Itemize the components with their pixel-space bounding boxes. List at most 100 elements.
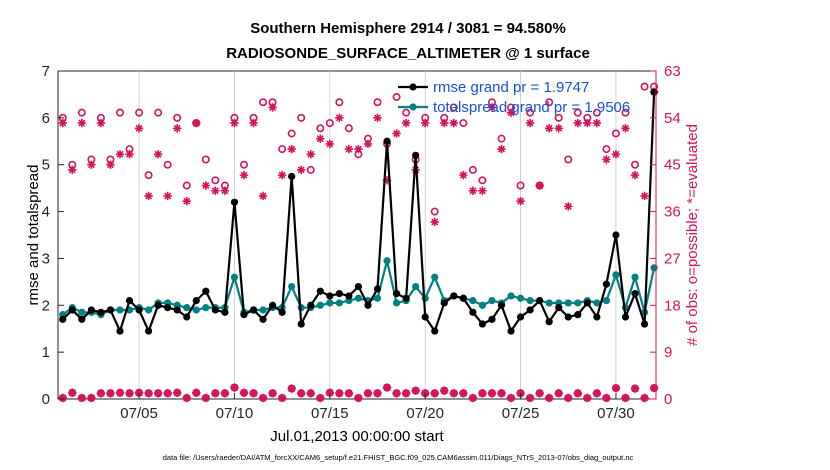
evaluated-obs-low-point bbox=[468, 393, 478, 403]
evaluated-obs-point bbox=[325, 139, 335, 149]
evaluated-obs-point bbox=[373, 113, 382, 123]
rmse-point bbox=[516, 313, 525, 321]
rmse-point bbox=[631, 289, 639, 298]
totalspread-point bbox=[469, 297, 477, 305]
evaluated-obs-low-point bbox=[497, 389, 506, 398]
evaluated-obs-low-point bbox=[144, 389, 153, 398]
evaluated-obs-low-point bbox=[220, 389, 230, 398]
possible-obs-point bbox=[335, 98, 344, 107]
evaluated-obs-low-point bbox=[592, 389, 602, 398]
rmse-point bbox=[87, 306, 95, 314]
rmse-point bbox=[459, 294, 467, 302]
legend-rmse-label: rmse grand pr = 1.9747 bbox=[433, 79, 589, 96]
rmse-point bbox=[297, 320, 305, 328]
evaluated-obs-low-point bbox=[163, 389, 172, 398]
evaluated-obs-point bbox=[525, 118, 535, 128]
evaluated-obs-point bbox=[459, 170, 468, 180]
legend-spread-label: totalspread grand pr = 1.9506 bbox=[433, 99, 630, 116]
y-tick-label: 5 bbox=[42, 157, 50, 174]
rmse-point bbox=[249, 306, 258, 314]
totalspread-point bbox=[431, 273, 439, 281]
evaluated-obs-low-point bbox=[344, 389, 354, 398]
rmse-point bbox=[574, 311, 582, 319]
possible-obs-point bbox=[526, 108, 535, 117]
possible-obs-point bbox=[573, 108, 582, 117]
evaluated-obs-low-point bbox=[96, 389, 106, 398]
evaluated-obs-low-point bbox=[449, 389, 459, 398]
y2-tick-label: 0 bbox=[664, 391, 672, 408]
evaluated-obs-low-point bbox=[630, 384, 640, 393]
possible-obs-point bbox=[182, 181, 191, 190]
evaluated-obs-low-point bbox=[640, 393, 649, 403]
totalspread-point bbox=[488, 297, 496, 305]
evaluated-obs-low-point bbox=[277, 393, 287, 403]
rmse-point bbox=[488, 315, 496, 323]
possible-obs-point bbox=[154, 108, 163, 117]
evaluated-obs-low-point bbox=[173, 388, 182, 397]
totalspread-point bbox=[373, 294, 382, 302]
y-tick-label: 2 bbox=[42, 297, 50, 314]
rmse-point bbox=[469, 308, 477, 316]
totalspread-point bbox=[631, 273, 639, 281]
evaluated-obs-point bbox=[182, 196, 191, 206]
evaluated-obs-point bbox=[401, 118, 411, 128]
evaluated-obs-point bbox=[68, 165, 77, 175]
evaluated-obs-point bbox=[420, 118, 430, 128]
series-layer bbox=[58, 82, 659, 403]
evaluated-obs-low-point bbox=[611, 383, 621, 393]
rmse-point bbox=[545, 318, 553, 326]
rmse-point bbox=[478, 320, 487, 328]
evaluated-obs-point bbox=[497, 144, 506, 154]
totalspread-point bbox=[593, 299, 601, 307]
rmse-point bbox=[526, 306, 534, 314]
totalspread-point bbox=[230, 273, 239, 281]
totalspread-point bbox=[192, 306, 200, 314]
possible-obs-point bbox=[211, 176, 220, 185]
rmse-point bbox=[650, 88, 658, 96]
totalspread-point bbox=[602, 297, 611, 305]
possible-obs-point bbox=[516, 181, 525, 190]
evaluated-obs-low-point bbox=[506, 393, 516, 403]
totalspread-point bbox=[412, 282, 420, 291]
evaluated-obs-point bbox=[106, 160, 115, 169]
possible-obs-point bbox=[402, 108, 411, 117]
totalspread-point bbox=[545, 299, 553, 307]
rmse-point bbox=[612, 231, 620, 239]
rmse-point bbox=[78, 315, 86, 323]
evaluated-obs-low-point bbox=[459, 389, 468, 398]
totalspread-point bbox=[612, 271, 620, 279]
possible-obs-point bbox=[287, 129, 296, 138]
evaluated-obs-point bbox=[611, 150, 621, 159]
evaluated-obs-point bbox=[297, 165, 306, 175]
evaluated-obs-low-point bbox=[535, 389, 544, 398]
chart-title: Southern Hemisphere 2914 / 3081 = 94.580… bbox=[250, 20, 566, 37]
possible-obs-point bbox=[497, 134, 506, 143]
evaluated-obs-low-point bbox=[440, 386, 449, 395]
evaluated-obs-low-point bbox=[583, 393, 592, 403]
rmse-point bbox=[602, 280, 611, 288]
evaluated-obs-low-point bbox=[430, 389, 439, 398]
evaluated-obs-point bbox=[487, 103, 497, 112]
totalspread-point bbox=[507, 292, 515, 300]
evaluated-obs-low-point bbox=[106, 389, 115, 398]
rmse-point bbox=[173, 306, 181, 314]
totalspread-point bbox=[259, 306, 267, 314]
evaluated-obs-point bbox=[173, 124, 182, 133]
evaluated-obs-low-point bbox=[125, 389, 134, 398]
evaluated-obs-low-point bbox=[230, 383, 239, 392]
evaluated-obs-low-point bbox=[354, 393, 363, 403]
y2-tick-label: 45 bbox=[664, 157, 681, 174]
rmse-point bbox=[259, 315, 267, 323]
totalspread-point bbox=[202, 304, 210, 312]
evaluated-obs-point bbox=[77, 118, 87, 128]
evaluated-obs-point bbox=[192, 118, 201, 128]
rmse-point bbox=[154, 301, 162, 309]
evaluated-obs-low-point bbox=[316, 393, 325, 403]
y2-axis-label: # of obs: o=possible; *=evaluated bbox=[684, 124, 701, 346]
rmse-point bbox=[345, 292, 353, 300]
possible-obs-point bbox=[201, 155, 210, 164]
y2-tick-label: 18 bbox=[664, 297, 681, 314]
x-tick-label: 07/20 bbox=[406, 405, 444, 422]
rmse-point bbox=[497, 301, 506, 309]
evaluated-obs-point bbox=[440, 118, 449, 128]
